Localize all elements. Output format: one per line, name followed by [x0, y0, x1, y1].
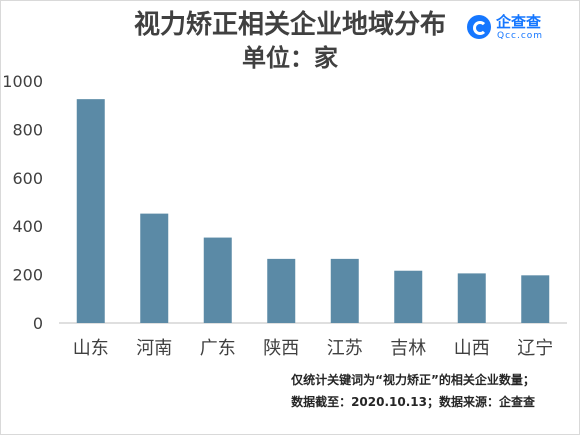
y-tick-label: 400: [12, 217, 43, 236]
x-tick-label: 陕西: [263, 338, 299, 359]
x-tick-label: 山西: [454, 338, 490, 359]
bar-5: [330, 258, 359, 323]
bar-6: [394, 270, 423, 323]
bar-4: [267, 258, 296, 323]
bar-2: [140, 213, 169, 323]
footnote-source: 数据截至：2020.10.13；数据来源：企查查: [291, 395, 535, 409]
bar-8: [521, 275, 550, 323]
x-tick-label: 山东: [73, 338, 109, 359]
y-tick-label: 200: [12, 266, 43, 285]
footnote-scope: 仅统计关键词为“视力矫正”的相关企业数量；: [291, 373, 535, 387]
x-tick-label: 辽宁: [517, 338, 553, 359]
chart-subtitle: 单位：家: [242, 44, 338, 72]
x-tick-label: 河南: [136, 338, 172, 359]
y-tick-label: 1000: [2, 72, 43, 91]
x-tick-label: 吉林: [390, 338, 426, 359]
y-tick-label: 600: [12, 169, 43, 188]
x-tick-label: 广东: [200, 338, 236, 359]
bar-7: [457, 273, 486, 323]
chart-title: 视力矫正相关企业地域分布: [133, 10, 446, 40]
brand-name: 企查查: [496, 13, 542, 31]
footnotes: 仅统计关键词为“视力矫正”的相关企业数量； 数据截至：2020.10.13；数据…: [291, 369, 535, 413]
bar-3: [203, 237, 232, 323]
qcc-logo-icon: [467, 15, 491, 39]
x-tick-label: 江苏: [327, 338, 363, 359]
qcc-logo: 企查查 Qcc.com: [467, 13, 563, 43]
bar-1: [76, 99, 105, 324]
y-tick-label: 0: [33, 314, 43, 333]
y-tick-label: 800: [12, 120, 43, 139]
brand-domain: Qcc.com: [497, 31, 544, 41]
bar-chart: 0 200 400 600 800 1000 山东 河南 广东 陕西 江苏 吉林 山西 辽宁: [2, 72, 567, 359]
